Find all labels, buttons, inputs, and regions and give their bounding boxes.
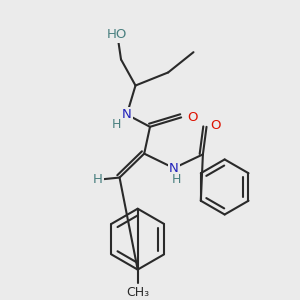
Text: CH₃: CH₃ bbox=[126, 286, 149, 299]
Text: N: N bbox=[169, 162, 179, 175]
Text: O: O bbox=[210, 119, 221, 132]
Text: H: H bbox=[171, 173, 181, 186]
Text: H: H bbox=[93, 173, 103, 186]
Text: N: N bbox=[122, 108, 132, 121]
Text: HO: HO bbox=[107, 28, 128, 41]
Text: H: H bbox=[112, 118, 122, 131]
Text: O: O bbox=[187, 111, 197, 124]
